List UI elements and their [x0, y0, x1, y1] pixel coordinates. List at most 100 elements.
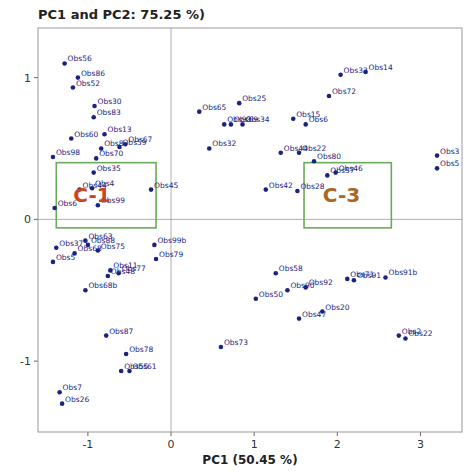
cluster-box [56, 163, 156, 228]
point-label: Obs91b [389, 268, 418, 277]
crosshair-horizontal [38, 219, 462, 220]
point-label: Obs42 [269, 181, 293, 190]
point [435, 166, 440, 171]
x-tick-label: 3 [417, 438, 424, 451]
crosshair-vertical [171, 28, 172, 432]
point-label: Obs73 [224, 338, 248, 347]
point-label: Obs87 [109, 327, 133, 336]
x-axis-label: PC1 (50.45 %) [202, 453, 297, 467]
point-label: Obs52 [76, 79, 100, 88]
point [291, 116, 296, 121]
plot-area [38, 28, 462, 432]
point [124, 352, 129, 357]
point [62, 61, 67, 66]
point-label: Obs50 [259, 290, 283, 299]
point [69, 136, 74, 141]
point-label: Obs3 [440, 147, 460, 156]
x-tick [171, 432, 172, 436]
point [403, 336, 408, 341]
x-tick [254, 432, 255, 436]
point-label: Obs45 [154, 181, 178, 190]
point [119, 369, 124, 374]
y-tick [34, 77, 38, 78]
point-label: Obs56 [68, 54, 92, 63]
point [435, 153, 440, 158]
point-labels: Obs56Obs86Obs52Obs30Obs83Obs60Obs13Obs8O… [56, 54, 460, 403]
point [51, 260, 56, 265]
point [295, 189, 300, 194]
point [54, 245, 59, 250]
y-tick-label: -1 [20, 355, 31, 368]
x-tick-label: 0 [168, 438, 175, 451]
point [285, 288, 290, 293]
point-label: Obs5 [440, 159, 460, 168]
point [152, 243, 157, 248]
x-tick [420, 432, 421, 436]
point [94, 156, 99, 161]
x-tick [87, 432, 88, 436]
point [397, 333, 402, 338]
x-tick [337, 432, 338, 436]
x-tick-label: 2 [334, 438, 341, 451]
point-label: Obs83 [97, 108, 121, 117]
point-label: Obs77 [122, 264, 146, 273]
point-label: Obs30 [98, 97, 122, 106]
point [51, 155, 56, 160]
point-label: Obs99b [157, 236, 186, 245]
point-label: Obs91 [357, 271, 381, 280]
point [207, 146, 212, 151]
point-label: Obs65 [202, 103, 226, 112]
point [338, 72, 343, 77]
point [83, 288, 88, 293]
point [60, 401, 65, 406]
point-label: Obs28 [300, 182, 324, 191]
point-label: Obs32 [212, 139, 236, 148]
point-label: Obs98 [56, 148, 80, 157]
point [71, 85, 76, 90]
point [345, 277, 350, 282]
y-tick-label: 1 [24, 72, 31, 85]
point-label: Obs92 [309, 278, 333, 287]
cluster-label: C-1 [73, 183, 110, 207]
point [297, 316, 302, 321]
point [383, 275, 388, 280]
point-label: Obs70 [99, 149, 123, 158]
point [278, 150, 283, 155]
point [273, 271, 278, 276]
chart: PC1 and PC2: 75.25 %)-10123-101PC1 (50.4… [0, 0, 474, 474]
point-label: Obs80 [317, 152, 341, 161]
point-label: Obs22 [408, 329, 432, 338]
axes: -10123-101 [20, 28, 462, 451]
point-label: Obs7 [63, 383, 83, 392]
point-label: Obs26 [65, 395, 89, 404]
point [312, 159, 317, 164]
point [104, 333, 109, 338]
point-label: Obs68b [88, 281, 117, 290]
point-label: Obs6 [309, 115, 329, 124]
point [52, 206, 57, 211]
point-label: Obs13 [108, 125, 132, 134]
cluster-box [304, 163, 391, 228]
cluster-label: C-3 [323, 183, 360, 207]
plot-frame [38, 28, 462, 432]
x-tick-label: -1 [82, 438, 93, 451]
point [327, 94, 332, 99]
point-label: Obs46 [339, 164, 363, 173]
point [263, 187, 268, 192]
point [83, 238, 88, 243]
y-tick [34, 361, 38, 362]
point-label: Obs20 [325, 303, 349, 312]
point [57, 390, 62, 395]
point [102, 132, 107, 137]
point [91, 115, 96, 120]
point-label: Obs47 [302, 310, 326, 319]
point [303, 122, 308, 127]
point-label: Obs60 [74, 130, 98, 139]
point [91, 170, 96, 175]
x-tick-label: 1 [251, 438, 258, 451]
point-label: Obs5 [56, 253, 76, 262]
point-label: Obs58 [279, 264, 303, 273]
point-label: Obs8 [104, 139, 124, 148]
point [222, 122, 227, 127]
point-label: Obs68 [78, 244, 102, 253]
